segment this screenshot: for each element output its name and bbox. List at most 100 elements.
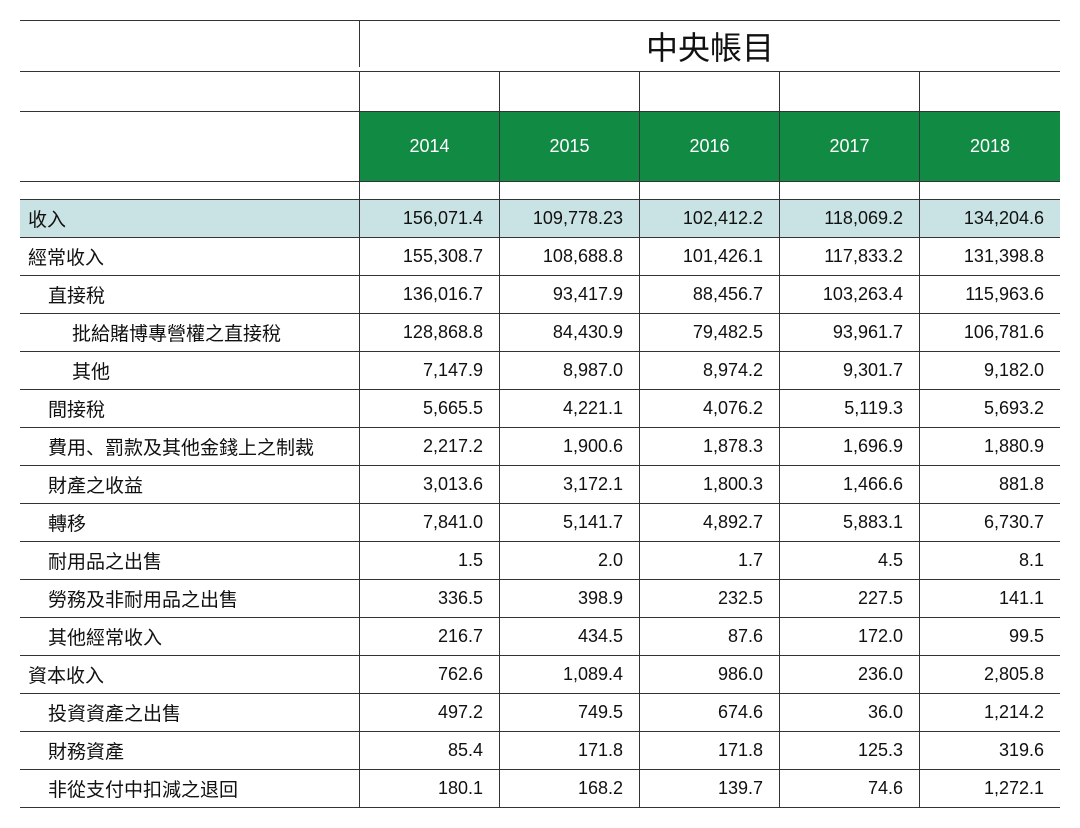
data-cell: 74.6 <box>780 770 920 807</box>
data-cell: 2,805.8 <box>920 656 1060 693</box>
row-label: 其他 <box>20 352 360 389</box>
table-row: 經常收入155,308.7108,688.8101,426.1117,833.2… <box>20 238 1060 276</box>
data-cell: 79,482.5 <box>640 314 780 351</box>
data-cell: 139.7 <box>640 770 780 807</box>
table-row: 資本收入762.61,089.4986.0236.02,805.8 <box>20 656 1060 694</box>
row-label: 非從支付中扣減之退回 <box>20 770 360 807</box>
data-cell: 134,204.6 <box>920 200 1060 237</box>
table-row: 財務資產85.4171.8171.8125.3319.6 <box>20 732 1060 770</box>
row-label: 投資資產之出售 <box>20 694 360 731</box>
table-row: 收入156,071.4109,778.23102,412.2118,069.21… <box>20 200 1060 238</box>
data-cell: 156,071.4 <box>360 200 500 237</box>
row-label: 其他經常收入 <box>20 618 360 655</box>
row-label: 資本收入 <box>20 656 360 693</box>
title-row: 中央帳目 <box>20 20 1060 72</box>
data-cell: 5,119.3 <box>780 390 920 427</box>
data-cell: 125.3 <box>780 732 920 769</box>
spacer-row <box>20 72 1060 112</box>
data-cell: 1.5 <box>360 542 500 579</box>
data-cell: 6,730.7 <box>920 504 1060 541</box>
data-cell: 4,221.1 <box>500 390 640 427</box>
data-cell: 108,688.8 <box>500 238 640 275</box>
table-row: 勞務及非耐用品之出售336.5398.9232.5227.5141.1 <box>20 580 1060 618</box>
data-cell: 336.5 <box>360 580 500 617</box>
header-label-spacer <box>20 112 360 182</box>
data-cell: 3,013.6 <box>360 466 500 503</box>
data-cell: 5,693.2 <box>920 390 1060 427</box>
row-label: 勞務及非耐用品之出售 <box>20 580 360 617</box>
data-cell: 1,214.2 <box>920 694 1060 731</box>
table-row: 非從支付中扣減之退回180.1168.2139.774.61,272.1 <box>20 770 1060 808</box>
year-header: 2018 <box>920 112 1060 182</box>
data-cell: 5,883.1 <box>780 504 920 541</box>
data-cell: 4.5 <box>780 542 920 579</box>
data-cell: 1,696.9 <box>780 428 920 465</box>
data-cell: 1,272.1 <box>920 770 1060 807</box>
year-header: 2015 <box>500 112 640 182</box>
data-cell: 674.6 <box>640 694 780 731</box>
gap-row <box>20 182 1060 200</box>
data-cell: 172.0 <box>780 618 920 655</box>
data-cell: 136,016.7 <box>360 276 500 313</box>
data-cell: 5,141.7 <box>500 504 640 541</box>
data-cell: 762.6 <box>360 656 500 693</box>
data-cell: 497.2 <box>360 694 500 731</box>
data-cell: 168.2 <box>500 770 640 807</box>
data-cell: 131,398.8 <box>920 238 1060 275</box>
row-label: 轉移 <box>20 504 360 541</box>
data-cell: 3,172.1 <box>500 466 640 503</box>
row-label: 耐用品之出售 <box>20 542 360 579</box>
data-cell: 434.5 <box>500 618 640 655</box>
table-row: 投資資產之出售497.2749.5674.636.01,214.2 <box>20 694 1060 732</box>
data-cell: 9,301.7 <box>780 352 920 389</box>
data-cell: 1,089.4 <box>500 656 640 693</box>
data-cell: 8,974.2 <box>640 352 780 389</box>
data-cell: 7,841.0 <box>360 504 500 541</box>
data-cell: 99.5 <box>920 618 1060 655</box>
data-cell: 155,308.7 <box>360 238 500 275</box>
data-cell: 87.6 <box>640 618 780 655</box>
data-cell: 227.5 <box>780 580 920 617</box>
data-cell: 88,456.7 <box>640 276 780 313</box>
data-cell: 881.8 <box>920 466 1060 503</box>
row-label: 直接稅 <box>20 276 360 313</box>
data-cell: 319.6 <box>920 732 1060 769</box>
row-label: 經常收入 <box>20 238 360 275</box>
data-cell: 115,963.6 <box>920 276 1060 313</box>
data-cell: 1,466.6 <box>780 466 920 503</box>
row-label: 費用、罰款及其他金錢上之制裁 <box>20 428 360 465</box>
data-cell: 93,961.7 <box>780 314 920 351</box>
data-rows: 收入156,071.4109,778.23102,412.2118,069.21… <box>20 200 1060 808</box>
table-row: 轉移7,841.05,141.74,892.75,883.16,730.7 <box>20 504 1060 542</box>
row-label: 收入 <box>20 200 360 237</box>
data-cell: 5,665.5 <box>360 390 500 427</box>
table-row: 其他7,147.98,987.08,974.29,301.79,182.0 <box>20 352 1060 390</box>
data-cell: 1.7 <box>640 542 780 579</box>
row-label: 財務資產 <box>20 732 360 769</box>
data-cell: 232.5 <box>640 580 780 617</box>
data-cell: 2,217.2 <box>360 428 500 465</box>
table-row: 直接稅136,016.793,417.988,456.7103,263.4115… <box>20 276 1060 314</box>
data-cell: 36.0 <box>780 694 920 731</box>
table-row: 其他經常收入216.7434.587.6172.099.5 <box>20 618 1060 656</box>
title-spacer <box>20 21 360 67</box>
data-cell: 1,900.6 <box>500 428 640 465</box>
data-cell: 4,076.2 <box>640 390 780 427</box>
data-cell: 1,880.9 <box>920 428 1060 465</box>
data-cell: 93,417.9 <box>500 276 640 313</box>
year-header: 2016 <box>640 112 780 182</box>
year-header: 2014 <box>360 112 500 182</box>
data-cell: 4,892.7 <box>640 504 780 541</box>
data-cell: 85.4 <box>360 732 500 769</box>
data-cell: 8,987.0 <box>500 352 640 389</box>
data-cell: 216.7 <box>360 618 500 655</box>
data-cell: 117,833.2 <box>780 238 920 275</box>
data-cell: 171.8 <box>500 732 640 769</box>
data-cell: 2.0 <box>500 542 640 579</box>
data-cell: 236.0 <box>780 656 920 693</box>
table-row: 費用、罰款及其他金錢上之制裁2,217.21,900.61,878.31,696… <box>20 428 1060 466</box>
data-cell: 106,781.6 <box>920 314 1060 351</box>
data-cell: 102,412.2 <box>640 200 780 237</box>
data-cell: 128,868.8 <box>360 314 500 351</box>
table-row: 批給賭博專營權之直接稅128,868.884,430.979,482.593,9… <box>20 314 1060 352</box>
